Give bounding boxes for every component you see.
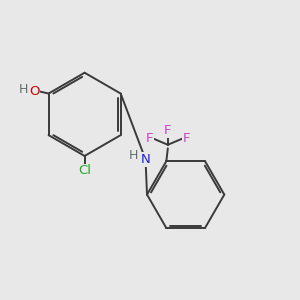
Text: Cl: Cl (78, 164, 91, 177)
Text: H: H (19, 83, 28, 96)
Text: O: O (29, 85, 40, 98)
Text: F: F (164, 124, 172, 137)
Text: H: H (128, 148, 138, 162)
Text: N: N (141, 153, 150, 166)
Text: F: F (182, 132, 190, 145)
Text: F: F (146, 132, 153, 145)
